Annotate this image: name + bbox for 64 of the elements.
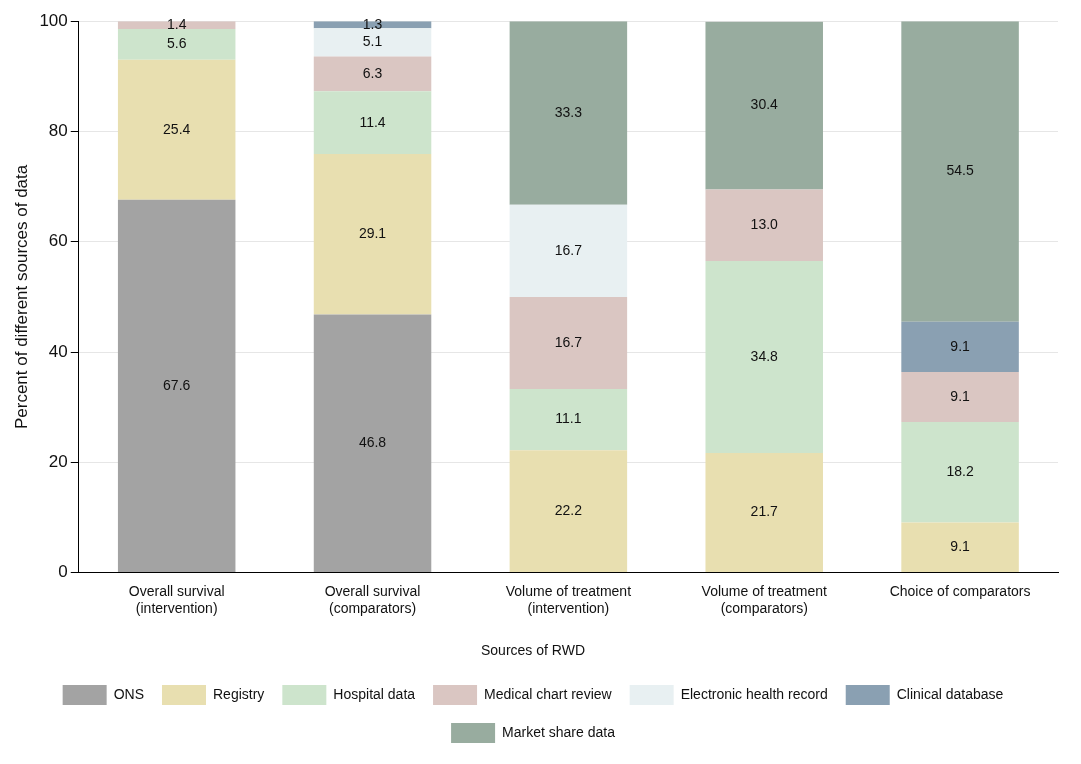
data-label: 5.1 xyxy=(362,33,383,50)
bar xyxy=(901,522,1019,573)
data-label: 9.1 xyxy=(950,538,971,555)
bar xyxy=(313,56,432,92)
data-label: 25.4 xyxy=(163,120,191,137)
legend-title: Sources of RWD xyxy=(481,642,585,659)
bar xyxy=(901,422,1019,523)
data-label: 13.0 xyxy=(750,216,779,233)
legend-label: ONS xyxy=(113,685,144,702)
y-tick-label: 100 xyxy=(39,10,68,30)
legend-label: Market share data xyxy=(502,723,616,740)
bar xyxy=(313,314,432,573)
x-tick-label: Choice of comparators xyxy=(889,582,1031,599)
bar xyxy=(901,21,1019,322)
bar xyxy=(901,321,1019,372)
bar xyxy=(901,371,1019,423)
bar xyxy=(313,28,432,57)
data-label: 29.1 xyxy=(358,225,387,242)
data-label: 18.2 xyxy=(946,463,974,480)
data-label: 9.1 xyxy=(950,337,971,354)
bar xyxy=(509,296,628,389)
data-label: 11.4 xyxy=(359,113,386,130)
data-label: 67.6 xyxy=(163,376,191,393)
data-label: 5.6 xyxy=(166,35,187,52)
data-label: 54.5 xyxy=(946,162,974,179)
bar xyxy=(705,189,823,262)
data-label: 1.4 xyxy=(166,15,187,32)
data-label: 9.1 xyxy=(950,387,971,404)
x-tick-label: Overall survival (intervention) xyxy=(128,582,225,616)
bar xyxy=(117,59,236,200)
y-tick-label: 80 xyxy=(48,121,68,141)
data-label: 21.7 xyxy=(750,503,779,520)
x-tick-label: Volume of treatment (intervention) xyxy=(505,582,632,616)
data-label: 34.8 xyxy=(750,347,779,364)
legend-label: Hospital data xyxy=(333,685,416,702)
data-label: 33.3 xyxy=(554,103,583,120)
legend-label: Registry xyxy=(212,685,265,702)
bar xyxy=(313,91,432,155)
bar xyxy=(117,199,236,573)
data-label: 11.1 xyxy=(555,410,582,427)
bar xyxy=(313,154,432,315)
data-label: 6.3 xyxy=(362,64,383,81)
x-tick-label: Overall survival (comparators) xyxy=(324,582,421,616)
data-label: 46.8 xyxy=(358,434,387,451)
y-tick-label: 40 xyxy=(48,341,68,361)
y-tick-label: 0 xyxy=(58,562,68,582)
bar xyxy=(705,261,823,453)
legend-label: Medical chart review xyxy=(484,685,613,702)
y-axis-title: Percent of different sources of data xyxy=(11,164,31,430)
bar xyxy=(117,28,236,60)
data-label: 30.4 xyxy=(750,96,779,113)
bar xyxy=(509,388,628,451)
bar xyxy=(705,452,823,573)
data-label: 22.2 xyxy=(554,502,583,518)
bar xyxy=(509,21,628,205)
bar xyxy=(705,21,823,190)
x-tick-label: Volume of treatment (comparators) xyxy=(701,582,827,616)
bar xyxy=(509,450,628,573)
y-tick-label: 20 xyxy=(48,452,68,472)
data-label: 16.7 xyxy=(554,333,583,350)
legend-label: Electronic health record xyxy=(680,685,828,702)
legend-label: Clinical database xyxy=(896,685,1004,702)
data-label: 16.7 xyxy=(554,241,583,258)
y-tick-label: 60 xyxy=(48,231,68,251)
